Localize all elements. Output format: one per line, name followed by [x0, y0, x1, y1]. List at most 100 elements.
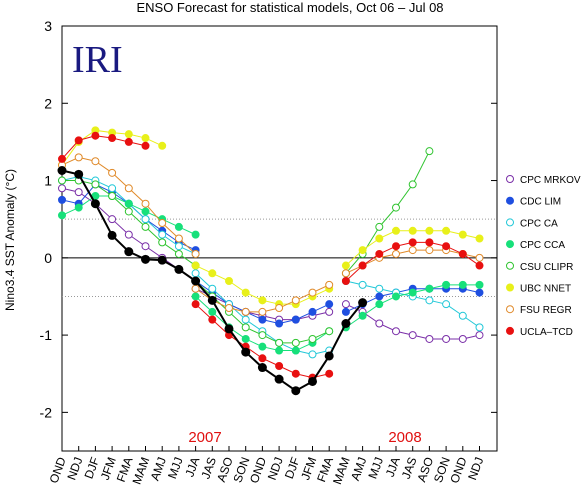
marker — [58, 211, 66, 220]
line — [345, 150, 430, 274]
marker — [158, 238, 167, 247]
marker — [458, 280, 467, 289]
marker — [141, 222, 150, 231]
observed-marker — [358, 298, 368, 308]
marker — [191, 292, 200, 301]
marker — [425, 238, 434, 247]
observed-marker — [341, 319, 351, 328]
marker — [325, 327, 334, 336]
marker — [58, 195, 66, 204]
marker — [442, 280, 451, 289]
marker — [341, 277, 350, 285]
marker — [191, 284, 200, 293]
marker — [241, 288, 250, 297]
marker — [442, 334, 451, 343]
legend-marker — [506, 326, 514, 335]
marker — [375, 319, 384, 328]
marker — [475, 323, 484, 332]
marker — [308, 350, 317, 359]
marker — [258, 315, 267, 324]
y-axis-label: Nino3.4 SST Anomaly (°C) — [3, 169, 17, 311]
marker — [475, 261, 484, 270]
marker — [74, 136, 83, 145]
marker — [291, 315, 300, 324]
marker — [442, 242, 451, 251]
logo: IRI — [72, 39, 123, 81]
marker — [408, 288, 417, 297]
legend-marker — [506, 175, 514, 183]
marker — [174, 234, 183, 243]
observed-marker — [107, 230, 117, 240]
marker — [241, 334, 250, 343]
marker — [191, 230, 200, 239]
marker — [425, 284, 434, 293]
marker — [358, 246, 367, 255]
marker — [141, 242, 150, 251]
marker — [408, 226, 417, 235]
marker — [325, 280, 334, 289]
x-tick-label: JJA — [182, 455, 202, 479]
legend-label: FSU REGR — [520, 305, 572, 316]
marker — [108, 184, 117, 193]
marker — [108, 192, 117, 200]
marker — [358, 261, 367, 270]
marker — [191, 261, 200, 270]
observed-marker — [241, 347, 251, 357]
observed-marker — [207, 295, 217, 305]
legend-marker — [506, 240, 514, 249]
marker — [408, 180, 417, 189]
marker — [325, 300, 334, 309]
marker — [225, 277, 233, 285]
legend-label: CSU CLIPR — [520, 262, 573, 273]
x-tick-label: OND — [47, 455, 69, 485]
marker — [392, 249, 400, 258]
observed-marker — [191, 276, 201, 286]
marker — [91, 180, 100, 189]
marker — [191, 300, 200, 309]
marker — [258, 331, 267, 340]
marker — [141, 215, 150, 224]
marker — [442, 226, 451, 235]
marker — [258, 307, 267, 316]
marker — [425, 226, 434, 235]
marker — [141, 134, 150, 143]
marker — [225, 304, 233, 313]
observed-marker — [324, 351, 334, 361]
marker — [308, 334, 317, 343]
legend-marker — [506, 218, 514, 227]
marker — [308, 288, 317, 297]
marker — [475, 288, 484, 297]
marker — [392, 327, 400, 336]
legend-label: CPC CA — [520, 218, 558, 229]
legend-label: UBC NNET — [520, 284, 571, 295]
marker — [375, 249, 384, 258]
marker — [158, 219, 167, 228]
marker — [291, 369, 300, 378]
marker — [425, 246, 434, 255]
marker — [58, 184, 66, 193]
line — [61, 169, 364, 392]
observed-marker — [57, 166, 67, 175]
legend-marker — [506, 196, 514, 205]
marker — [58, 154, 66, 163]
observed-marker — [274, 374, 284, 384]
annotation: 2008 — [388, 429, 421, 446]
observed-marker — [308, 376, 317, 386]
marker — [375, 284, 384, 293]
marker — [375, 222, 384, 231]
marker — [408, 331, 417, 340]
marker — [291, 346, 300, 355]
marker — [325, 369, 334, 378]
marker — [158, 141, 167, 150]
observed-marker — [90, 199, 100, 209]
observed-marker — [141, 254, 150, 264]
legend-marker — [506, 305, 514, 314]
marker — [124, 230, 133, 239]
marker — [442, 300, 451, 309]
marker — [392, 203, 400, 212]
x-tick-label: AMJ — [148, 455, 169, 482]
observed-marker — [74, 169, 84, 179]
marker — [475, 253, 484, 262]
marker — [124, 207, 133, 216]
